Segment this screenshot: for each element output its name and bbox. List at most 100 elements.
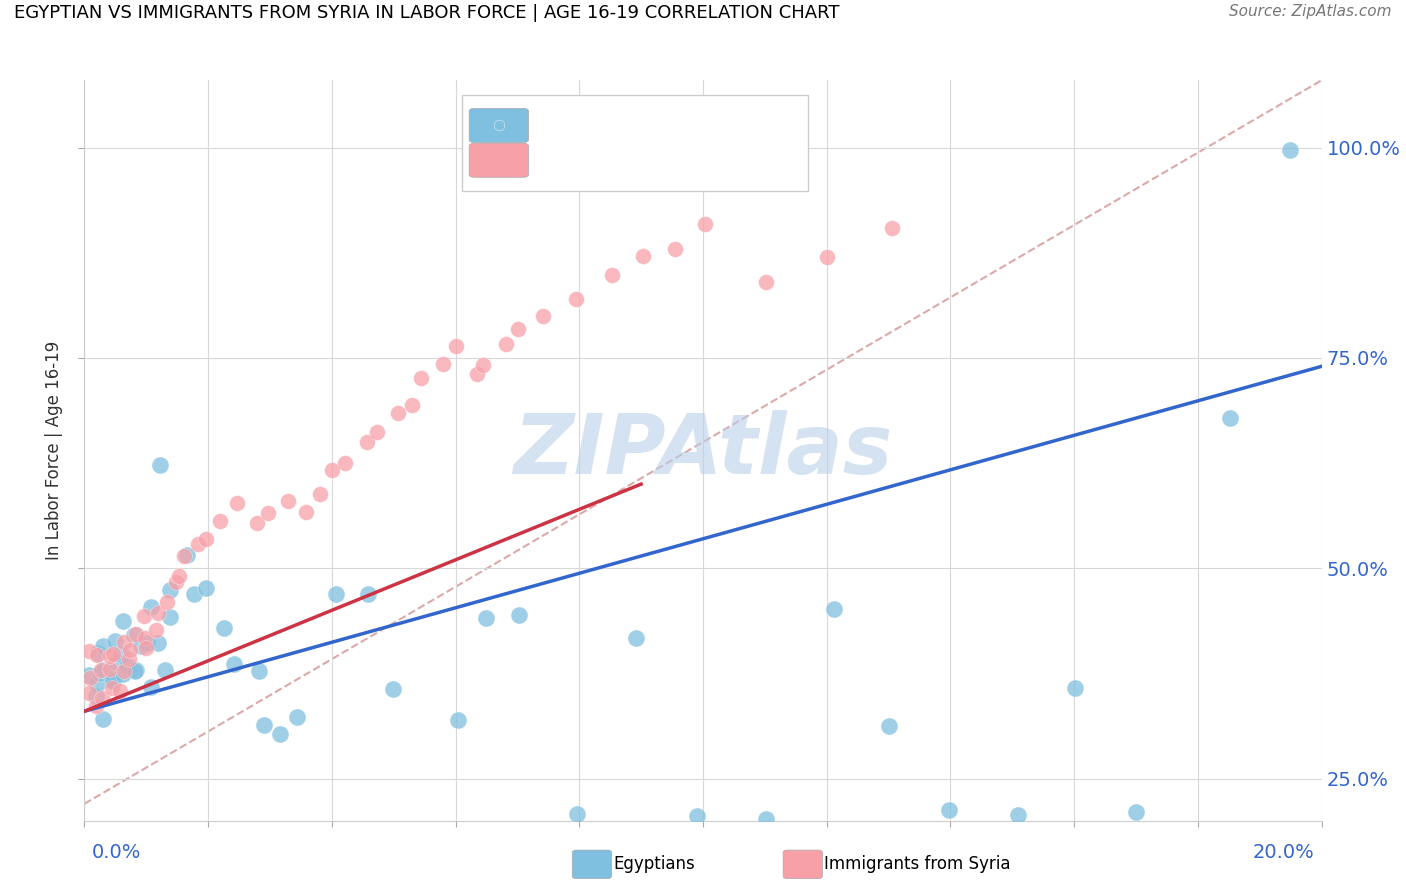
Point — [101, 672, 124, 686]
Point — [277, 494, 299, 508]
Point — [112, 614, 135, 628]
Point — [194, 581, 217, 595]
Point — [124, 664, 146, 678]
Point — [103, 674, 125, 689]
Point — [122, 628, 145, 642]
Point — [664, 242, 686, 256]
Point — [321, 463, 343, 477]
Point — [101, 681, 124, 696]
Point — [77, 668, 100, 682]
Point — [86, 648, 108, 663]
Text: Egyptians: Egyptians — [613, 855, 695, 873]
Point — [938, 803, 960, 817]
Point — [1064, 681, 1087, 696]
Point — [108, 683, 131, 698]
Point — [381, 681, 404, 696]
Point — [444, 339, 467, 353]
Point — [173, 549, 195, 563]
Point — [98, 661, 121, 675]
Point — [129, 640, 152, 654]
Point — [118, 651, 141, 665]
Text: Immigrants from Syria: Immigrants from Syria — [824, 855, 1011, 873]
Point — [472, 358, 495, 372]
Point — [247, 664, 270, 678]
Point — [212, 621, 235, 635]
Point — [153, 663, 176, 677]
Point — [146, 607, 169, 621]
Point — [1219, 411, 1241, 425]
Point — [1279, 143, 1302, 157]
Point — [815, 250, 838, 264]
Point — [115, 658, 138, 673]
Point — [91, 639, 114, 653]
Text: R = 0.404: R = 0.404 — [538, 116, 637, 135]
Point — [124, 665, 146, 679]
Text: EGYPTIAN VS IMMIGRANTS FROM SYRIA IN LABOR FORCE | AGE 16-19 CORRELATION CHART: EGYPTIAN VS IMMIGRANTS FROM SYRIA IN LAB… — [14, 4, 839, 22]
Text: N = 57: N = 57 — [690, 151, 759, 169]
Point — [495, 336, 517, 351]
Point — [149, 458, 172, 472]
Point — [79, 671, 101, 685]
Point — [141, 600, 163, 615]
Text: N = 55: N = 55 — [690, 116, 759, 135]
Point — [120, 643, 142, 657]
Point — [257, 506, 280, 520]
Point — [252, 718, 274, 732]
Point — [387, 406, 409, 420]
Text: 20.0%: 20.0% — [1253, 843, 1315, 862]
Point — [624, 631, 647, 645]
Text: ZIPAtlas: ZIPAtlas — [513, 410, 893, 491]
Text: 0.0%: 0.0% — [91, 843, 141, 862]
Point — [156, 594, 179, 608]
Point — [135, 641, 157, 656]
Point — [125, 627, 148, 641]
Point — [148, 636, 170, 650]
Point — [531, 309, 554, 323]
Point — [112, 635, 135, 649]
Point — [222, 657, 245, 671]
Point — [506, 322, 529, 336]
Point — [285, 710, 308, 724]
Point — [90, 663, 112, 677]
FancyBboxPatch shape — [461, 95, 808, 192]
Point — [77, 686, 100, 700]
Point — [879, 719, 901, 733]
Point — [145, 623, 167, 637]
Point — [633, 249, 655, 263]
Point — [165, 575, 187, 590]
Point — [101, 647, 124, 661]
Point — [600, 268, 623, 282]
Point — [409, 371, 432, 385]
Point — [93, 663, 115, 677]
Point — [366, 425, 388, 440]
Point — [86, 677, 108, 691]
Point — [87, 646, 110, 660]
Point — [467, 368, 489, 382]
Point — [325, 586, 347, 600]
Point — [176, 549, 198, 563]
Point — [432, 358, 454, 372]
Point — [159, 582, 181, 597]
Point — [1125, 805, 1147, 819]
Point — [882, 221, 904, 235]
Text: R = 0.525: R = 0.525 — [538, 151, 637, 169]
Point — [686, 809, 709, 823]
Point — [475, 610, 498, 624]
Point — [401, 398, 423, 412]
Point — [167, 569, 190, 583]
Point — [159, 610, 181, 624]
Point — [89, 665, 111, 680]
Point — [105, 656, 128, 670]
Point — [104, 633, 127, 648]
Point — [447, 713, 470, 727]
Point — [77, 644, 100, 658]
Point — [823, 601, 845, 615]
Point — [134, 632, 156, 646]
Point — [295, 504, 318, 518]
Point — [333, 456, 356, 470]
Point — [564, 292, 586, 306]
Point — [100, 648, 122, 663]
Point — [132, 609, 155, 624]
Point — [269, 727, 291, 741]
Text: Source: ZipAtlas.com: Source: ZipAtlas.com — [1229, 4, 1392, 20]
